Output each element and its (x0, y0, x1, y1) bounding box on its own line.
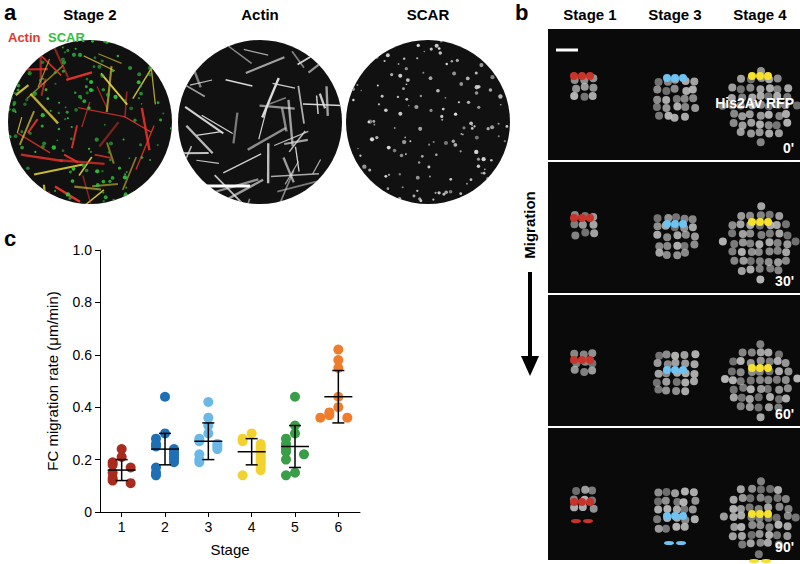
svg-text:0.4: 0.4 (73, 399, 93, 415)
svg-text:3: 3 (204, 519, 212, 535)
svg-text:0: 0 (84, 504, 92, 520)
svg-text:Stage: Stage (210, 541, 249, 558)
svg-text:0.2: 0.2 (73, 452, 93, 468)
svg-text:4: 4 (248, 519, 256, 535)
svg-text:2: 2 (161, 519, 169, 535)
svg-text:SCAR: SCAR (407, 6, 450, 23)
svg-text:5: 5 (291, 519, 299, 535)
svg-text:0.8: 0.8 (73, 294, 93, 310)
svg-text:0': 0' (783, 140, 794, 156)
svg-text:Stage 3: Stage 3 (648, 6, 701, 23)
svg-text:60': 60' (775, 406, 794, 422)
svg-text:Migration: Migration (521, 191, 538, 259)
svg-text:b: b (515, 0, 528, 25)
svg-text:a: a (4, 0, 17, 25)
svg-text:FC migration rate (μm/min): FC migration rate (μm/min) (44, 291, 61, 471)
svg-text:1: 1 (118, 519, 126, 535)
svg-text:Stage 1: Stage 1 (563, 6, 616, 23)
svg-text:c: c (4, 226, 16, 251)
svg-text:His2Av RFP: His2Av RFP (715, 95, 794, 111)
svg-text:Stage 4: Stage 4 (733, 6, 787, 23)
svg-text:6: 6 (334, 519, 342, 535)
svg-text:1.0: 1.0 (73, 242, 93, 258)
svg-text:90': 90' (775, 539, 794, 555)
svg-text:SCAR: SCAR (48, 30, 85, 45)
svg-text:Stage 2: Stage 2 (63, 6, 116, 23)
svg-text:Actin: Actin (8, 30, 41, 45)
svg-text:0.6: 0.6 (73, 347, 93, 363)
svg-text:30': 30' (775, 273, 794, 289)
svg-text:Actin: Actin (241, 6, 279, 23)
